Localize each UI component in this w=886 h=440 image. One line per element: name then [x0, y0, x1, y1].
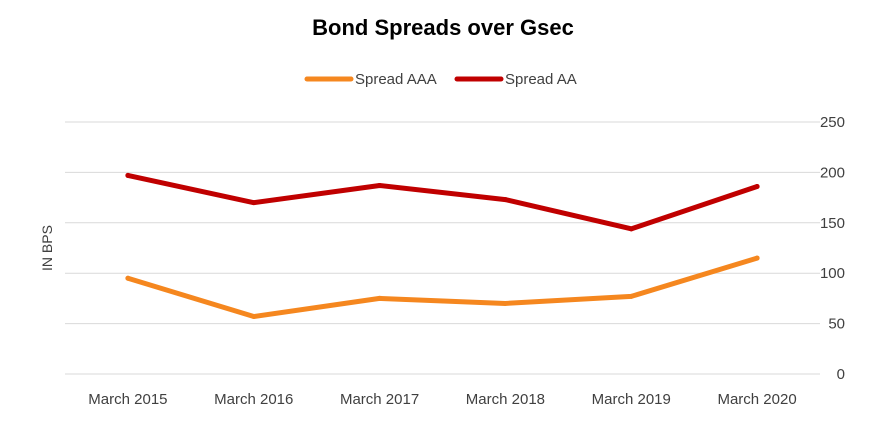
y-tick-label: 150 [820, 215, 845, 232]
data-point [502, 197, 508, 203]
legend-item: Spread AAA [304, 71, 437, 88]
data-point [377, 183, 383, 189]
data-point [628, 226, 634, 232]
y-axis-title: IN BPS [39, 225, 55, 271]
y-tick-label: 0 [837, 366, 845, 383]
data-point [377, 295, 383, 301]
gridlines [65, 121, 820, 375]
y-tick-label: 200 [820, 164, 845, 181]
y-tick-label: 50 [828, 316, 845, 333]
x-tick-label: March 2020 [717, 391, 796, 408]
x-tick-label: March 2016 [214, 391, 293, 408]
series-lines [125, 172, 760, 320]
x-tick-label: March 2018 [466, 391, 545, 408]
legend-label: Spread AA [505, 71, 577, 88]
series-line [125, 255, 760, 320]
data-point [754, 255, 760, 261]
series-0 [125, 255, 760, 320]
x-tick-label: March 2017 [340, 391, 419, 408]
data-point [251, 314, 257, 320]
x-axis-ticks: March 2015 March 2016 March 2017 March 2018… [88, 391, 796, 408]
data-point [628, 293, 634, 299]
legend-item: Spread AA [454, 71, 577, 88]
x-tick-label: March 2019 [592, 391, 671, 408]
data-point [251, 200, 257, 206]
data-point [502, 300, 508, 306]
series-line [125, 172, 760, 232]
x-tick-label: March 2015 [88, 391, 167, 408]
y-tick-label: 100 [820, 265, 845, 282]
data-point [125, 275, 131, 281]
data-point [754, 184, 760, 190]
chart-title: Bond Spreads over Gsec [312, 15, 574, 40]
series-1 [125, 172, 760, 232]
y-tick-label: 250 [820, 114, 845, 131]
legend: Spread AAA Spread AA [304, 71, 577, 88]
y-axis-ticks: 0 50 100 150 200 250 [820, 114, 845, 383]
legend-label: Spread AAA [355, 71, 437, 88]
data-point [125, 172, 131, 178]
